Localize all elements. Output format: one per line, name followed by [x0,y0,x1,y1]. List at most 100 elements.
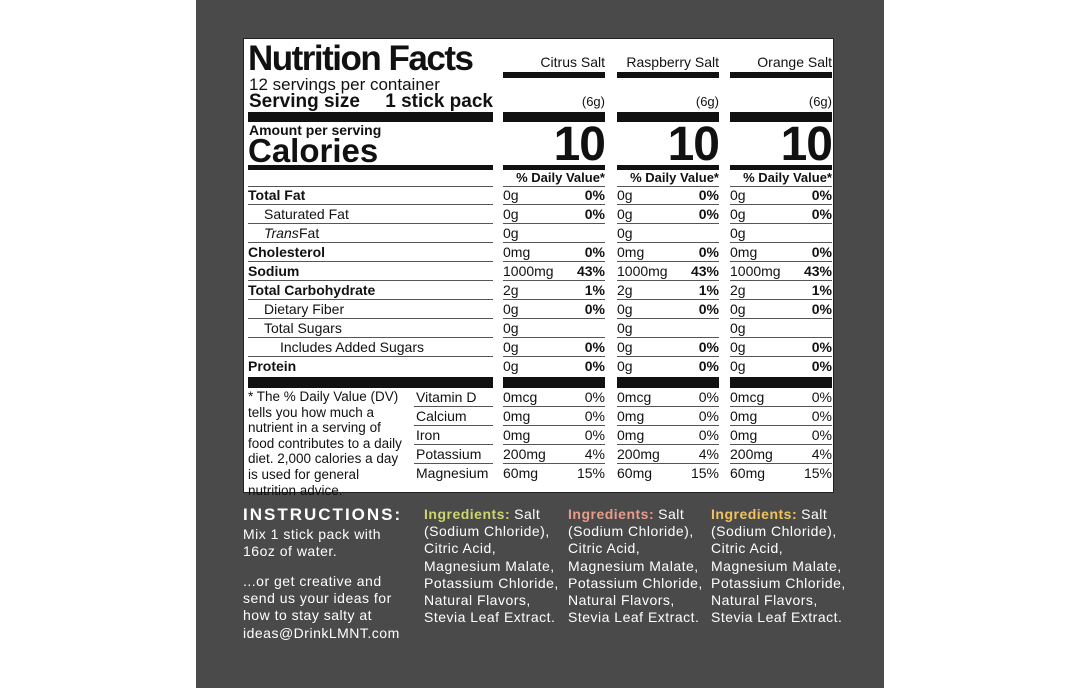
divider [503,204,605,205]
daily-value: 15% [690,465,719,481]
ingredients-label: Ingredients: [711,506,798,522]
divider [730,425,832,426]
amount: 0mcg [730,389,765,405]
weight: (6g) [581,93,605,109]
amount: 0g [617,358,633,374]
daily-value: 1% [811,282,832,298]
daily-value: 0% [698,206,719,222]
ingredients: Ingredients: Salt (Sodium Chloride), Citr… [568,506,706,626]
rule [248,112,493,122]
divider [617,318,719,319]
vitamin-label: Magnesium [416,465,489,481]
rule [730,112,832,122]
divider [617,186,719,187]
divider [503,425,605,426]
divider [503,223,605,224]
daily-value: 0% [811,244,832,260]
ingredients: Ingredients: Salt (Sodium Chloride), Citr… [711,506,849,626]
daily-value: 0% [698,301,719,317]
calories: 10 [780,118,833,171]
divider [503,242,605,243]
amount: 0mg [617,427,645,443]
nutrient-label: Cholesterol [248,244,326,260]
divider [730,337,832,338]
rule [730,377,832,388]
serving-size: 1 stick pack [385,90,493,112]
divider [617,261,719,262]
instructions-extra: ...or get creative and send us your idea… [243,573,400,641]
divider [730,299,832,300]
daily-value: 15% [803,465,832,481]
rule [503,377,605,388]
rule [617,112,719,122]
divider [248,356,493,357]
amount: 0g [617,301,633,317]
amount: 0g [617,187,633,203]
daily-value: 0% [584,244,605,260]
calories: 10 [553,118,606,171]
divider [730,318,832,319]
amount: 0g [730,206,746,222]
nutrient-label: Fat [299,225,320,241]
amount: 0g [503,358,519,374]
divider [414,406,493,407]
daily-value: 0% [811,358,832,374]
amount: 0g [503,301,519,317]
daily-value: 43% [576,263,605,279]
amount: 0g [617,225,633,241]
daily-value: 0% [698,408,719,424]
divider [503,186,605,187]
amount: 0g [503,320,519,336]
nutrient-label-emph: Trans [264,225,299,241]
dv-header: % Daily Value* [516,169,605,185]
divider [730,223,832,224]
daily-value: 0% [584,301,605,317]
ingredients-text: Salt (Sodium Chloride), Citric Acid, Mag… [711,506,846,626]
divider [730,204,832,205]
ingredients: Ingredients: Salt (Sodium Chloride), Citr… [424,506,562,626]
amount: 0g [617,339,633,355]
daily-value: 0% [698,187,719,203]
divider [503,444,605,445]
rule [503,165,605,170]
daily-value: 0% [698,358,719,374]
rule [248,165,493,170]
amount: 0mg [617,408,645,424]
amount: 1000mg [730,263,781,279]
divider [503,337,605,338]
amount: 0mg [730,408,758,424]
daily-value: 0% [584,206,605,222]
divider [730,406,832,407]
divider [414,425,493,426]
amount: 0mg [730,427,758,443]
amount: 60mg [503,465,539,481]
divider [248,280,493,281]
amount: 200mg [730,446,773,462]
divider [730,280,832,281]
daily-value: 1% [698,282,719,298]
daily-value: 1% [584,282,605,298]
divider [503,299,605,300]
amount: 0g [503,187,519,203]
daily-value: 4% [584,446,605,462]
amount: 0mcg [503,389,538,405]
divider [730,356,832,357]
rule [503,72,605,78]
amount-per-serving: Amount per serving [249,122,382,138]
daily-value: 0% [584,427,605,443]
amount: 60mg [730,465,766,481]
divider [617,406,719,407]
divider [248,223,493,224]
ingredients-text: Salt (Sodium Chloride), Citric Acid, Mag… [424,506,559,626]
amount: 0g [730,320,746,336]
daily-value: 0% [698,427,719,443]
daily-value: 0% [811,389,832,405]
divider [617,299,719,300]
daily-value: 0% [584,389,605,405]
amount: 0g [730,187,746,203]
calories-label: Calories [248,131,379,169]
nutrient-label: Total Carbohydrate [248,282,376,298]
dv-header: % Daily Value* [630,169,719,185]
amount: 60mg [617,465,653,481]
